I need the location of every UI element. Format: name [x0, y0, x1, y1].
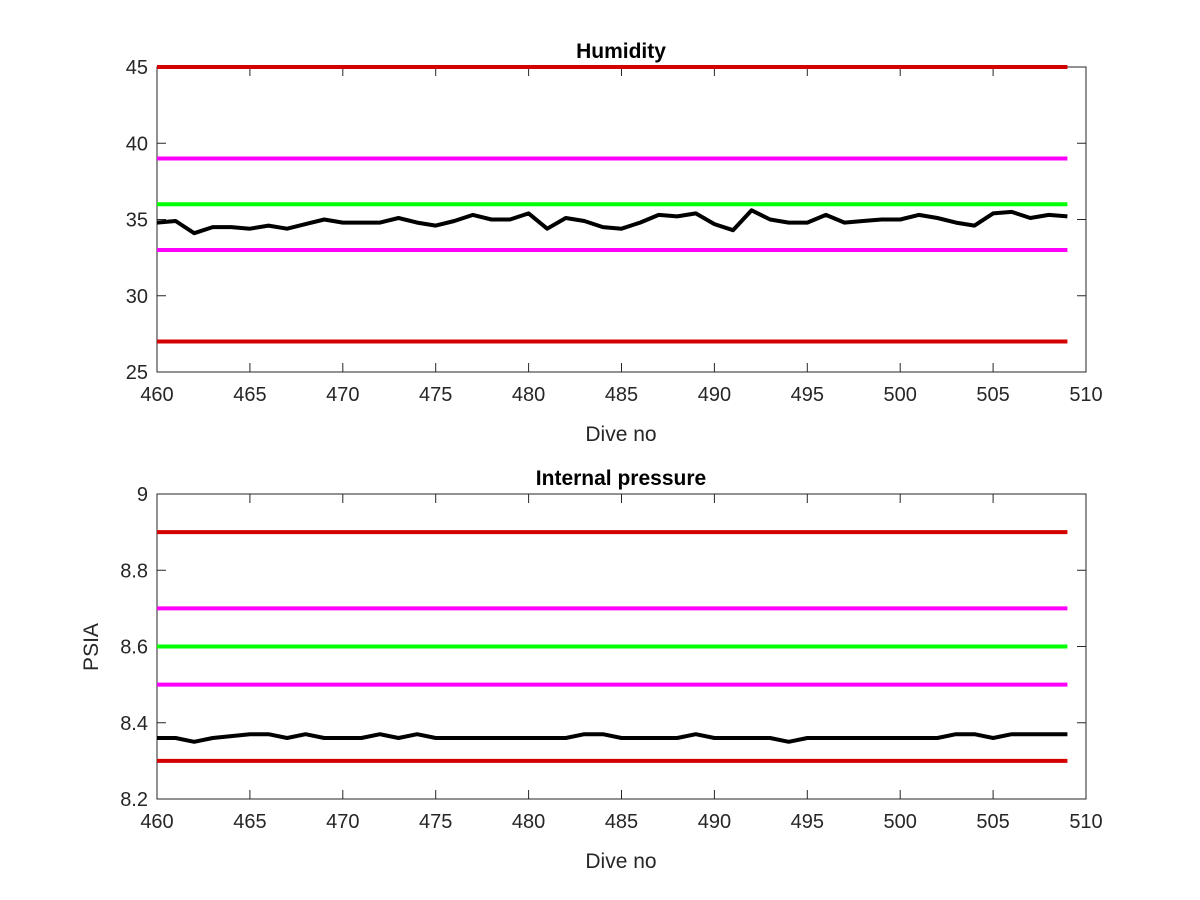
x-tick-label: 470	[326, 384, 359, 406]
x-tick-label: 475	[419, 811, 452, 833]
y-tick-label: 40	[126, 133, 148, 155]
y-tick-label: 25	[126, 362, 148, 384]
x-tick-label: 475	[419, 384, 452, 406]
x-tick-label: 500	[884, 811, 917, 833]
x-tick-label: 480	[512, 811, 545, 833]
x-axis-label: Dive no	[585, 423, 656, 446]
series-line	[157, 732, 1068, 744]
y-axis-label: PSIA	[80, 623, 103, 671]
x-tick-label: 470	[326, 811, 359, 833]
y-tick-label: 8.6	[120, 637, 148, 659]
x-tick-label: 505	[976, 811, 1009, 833]
x-tick-label: 485	[605, 811, 638, 833]
x-tick-label: 460	[140, 384, 173, 406]
x-tick-label: 460	[140, 811, 173, 833]
chart-title: Humidity	[576, 40, 666, 63]
y-tick-label: 9	[137, 484, 148, 506]
chart-title: Internal pressure	[536, 467, 706, 490]
plot-area	[156, 66, 1087, 373]
x-tick-label: 465	[233, 384, 266, 406]
x-tick-label: 510	[1069, 811, 1102, 833]
x-tick-label: 510	[1069, 384, 1102, 406]
internal-pressure-panel: Internal pressure Dive no PSIA 460 465 470…	[80, 467, 1103, 873]
y-tick-label: 45	[126, 57, 148, 79]
humidity-panel: Humidity Dive no 460 465 470 475 480 485 490 49…	[126, 40, 1103, 446]
x-tick-label: 490	[698, 384, 731, 406]
y-tick-label: 8.4	[120, 713, 148, 735]
x-tick-label: 480	[512, 384, 545, 406]
y-tick-label: 30	[126, 286, 148, 308]
x-tick-label: 495	[791, 384, 824, 406]
x-axis-label: Dive no	[585, 850, 656, 873]
series-line	[156, 208, 1068, 236]
x-tick-label: 505	[976, 384, 1009, 406]
x-tick-label: 465	[233, 811, 266, 833]
y-tick-label: 8.8	[120, 560, 148, 582]
x-tick-label: 495	[791, 811, 824, 833]
y-tick-label: 8.2	[120, 789, 148, 811]
x-tick-label: 485	[605, 384, 638, 406]
y-tick-label: 35	[126, 210, 148, 232]
x-tick-label: 490	[698, 811, 731, 833]
x-tick-label: 500	[884, 384, 917, 406]
